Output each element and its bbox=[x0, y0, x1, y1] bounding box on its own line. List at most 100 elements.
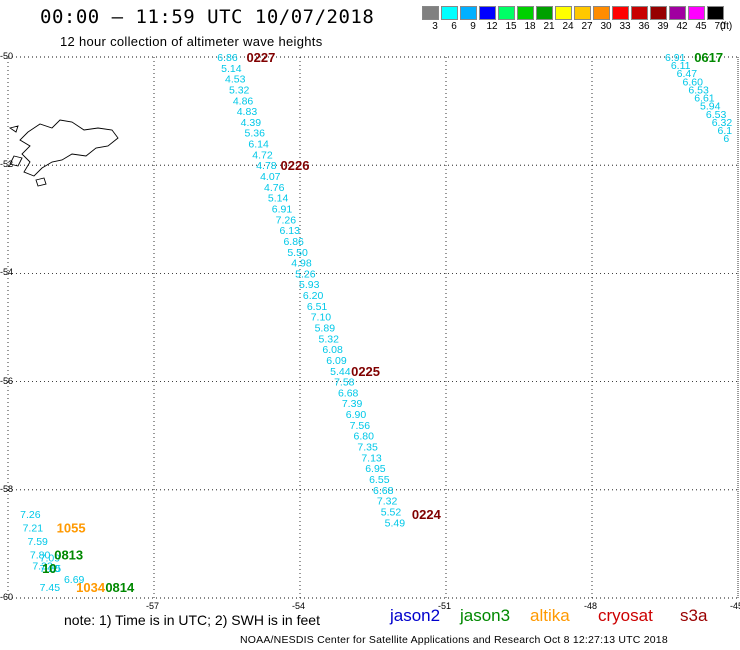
scale-unit-label: (ft) bbox=[720, 21, 733, 32]
longitude-label: -54 bbox=[292, 601, 306, 611]
scale-swatch-21 bbox=[536, 6, 553, 20]
scale-tick-label: 6 bbox=[451, 21, 457, 32]
track-time-label: 10 bbox=[42, 561, 56, 576]
wave-height-value: 5.50 bbox=[287, 247, 308, 259]
map-frame bbox=[7, 56, 739, 599]
scale-swatch-6 bbox=[441, 6, 458, 20]
plot-border bbox=[7, 56, 739, 599]
wave-height-value: 6 bbox=[723, 133, 729, 145]
wave-height-value: 6.11 bbox=[671, 60, 691, 72]
latitude-label: -58 bbox=[0, 483, 14, 494]
scale-swatch-33 bbox=[612, 6, 629, 20]
scale-tick-label: 27 bbox=[581, 21, 593, 32]
track-time-label: 0813 bbox=[54, 548, 83, 563]
wave-height-value: 4.86 bbox=[233, 95, 254, 107]
longitude-label: -57 bbox=[146, 601, 160, 611]
track-time-label: 0225 bbox=[351, 364, 380, 379]
wave-height-value: 5.32 bbox=[318, 333, 339, 345]
scale-swatch-15 bbox=[498, 6, 515, 20]
scale-swatch-39 bbox=[650, 6, 667, 20]
wave-height-value: 7.39 bbox=[342, 398, 363, 410]
legend-s3a: s3a bbox=[680, 606, 708, 625]
track-time-label: 0617 bbox=[694, 50, 723, 65]
wave-height-value: 5.93 bbox=[299, 279, 320, 291]
wave-height-value: 55 bbox=[49, 563, 61, 575]
scale-tick-label: 45 bbox=[695, 21, 707, 32]
wave-height-value: 6.32 bbox=[712, 117, 733, 129]
wave-height-value: 4.53 bbox=[225, 74, 246, 86]
scale-tick-label: 3 bbox=[432, 21, 438, 32]
track-time-label: 0226 bbox=[281, 158, 310, 173]
wave-height-values: 6.865.144.535.324.864.834.395.366.144.72… bbox=[20, 52, 732, 594]
wave-height-value: 7.35 bbox=[357, 442, 378, 454]
wave-height-value: 6.95 bbox=[365, 463, 386, 475]
scale-tick-label: 70 bbox=[714, 21, 726, 32]
wave-height-value: 5.94 bbox=[700, 101, 721, 113]
scale-tick-label: 9 bbox=[470, 21, 476, 32]
scale-tick-label: 39 bbox=[657, 21, 669, 32]
wave-height-value: 6.53 bbox=[688, 84, 709, 96]
scale-swatch-9 bbox=[460, 6, 477, 20]
wave-height-value: 4.39 bbox=[241, 117, 262, 129]
island-outline bbox=[9, 155, 23, 167]
wave-height-value: 6.86 bbox=[283, 236, 304, 248]
wave-height-value: 5.26 bbox=[295, 268, 316, 280]
wave-height-value: 6.68 bbox=[373, 485, 394, 497]
wave-height-value: 7.10 bbox=[311, 312, 332, 324]
wave-height-value: 5.44 bbox=[330, 366, 351, 378]
wave-height-value: 7.20 bbox=[40, 563, 61, 575]
scale-swatch-70 bbox=[707, 6, 724, 20]
wave-height-value: 7.21 bbox=[23, 523, 44, 535]
wave-height-value: 4.07 bbox=[260, 171, 281, 183]
wave-height-value: 6.55 bbox=[369, 474, 390, 486]
longitude-label: -48 bbox=[584, 601, 598, 611]
wave-height-value: 6.69 bbox=[64, 574, 85, 586]
wave-height-value: 4.83 bbox=[237, 106, 258, 118]
wave-height-value: 7.45 bbox=[40, 582, 61, 594]
falkland-islands-coastline bbox=[8, 119, 119, 187]
latitude-label: -54 bbox=[0, 267, 14, 278]
latitude-label: -50 bbox=[0, 51, 14, 61]
track-time-label: 1034 bbox=[76, 580, 106, 595]
scale-tick-label: 18 bbox=[524, 21, 536, 32]
footer-note: note: 1) Time is in UTC; 2) SWH is in fe… bbox=[64, 612, 320, 628]
wave-height-value: 4.98 bbox=[291, 258, 312, 270]
longitude-label: -45 bbox=[730, 601, 740, 611]
wave-height-value: 6.68 bbox=[338, 387, 359, 399]
latitude-label: -60 bbox=[0, 592, 14, 602]
latitude-label: -56 bbox=[0, 375, 14, 386]
legend-jason2: jason2 bbox=[390, 606, 441, 625]
wave-height-value: 6.61 bbox=[694, 93, 715, 105]
wave-height-value: 7.59 bbox=[27, 536, 48, 548]
wave-height-value: 7.80 bbox=[30, 550, 51, 562]
track-time-label: 1055 bbox=[57, 521, 86, 536]
wave-height-value: 5.89 bbox=[315, 323, 336, 335]
credit-line: NOAA/NESDIS Center for Satellite Applica… bbox=[240, 634, 668, 646]
scale-swatch-36 bbox=[631, 6, 648, 20]
wave-height-value: 6.60 bbox=[683, 76, 704, 88]
wave-height-value: 6.1 bbox=[718, 125, 733, 137]
wave-height-value: 5.52 bbox=[381, 506, 402, 518]
wave-height-value: 7.26 bbox=[276, 214, 297, 226]
wave-height-value: 5.49 bbox=[385, 517, 406, 529]
wave-height-value: 7.32 bbox=[377, 496, 398, 508]
wave-height-value: 5.36 bbox=[245, 128, 266, 140]
wave-height-value: 6.90 bbox=[346, 409, 367, 421]
island-outline bbox=[35, 177, 47, 187]
wave-height-value: 7.26 bbox=[20, 509, 41, 521]
wave-height-value: 7.13 bbox=[361, 452, 382, 464]
wave-height-value: 6.80 bbox=[354, 431, 375, 443]
wave-height-value: 7.09 bbox=[40, 552, 61, 564]
wave-height-value: 7.56 bbox=[350, 420, 371, 432]
scale-swatch-45 bbox=[688, 6, 705, 20]
scale-swatch-3 bbox=[422, 6, 439, 20]
wave-height-value: 6.20 bbox=[303, 290, 324, 302]
wave-height-value: 4.72 bbox=[252, 149, 273, 161]
wave-height-value: 6.91 bbox=[272, 203, 293, 215]
scale-tick-label: 24 bbox=[562, 21, 574, 32]
wave-height-value: 6.14 bbox=[248, 139, 269, 151]
scale-tick-label: 30 bbox=[600, 21, 612, 32]
scale-tick-label: 12 bbox=[486, 21, 498, 32]
